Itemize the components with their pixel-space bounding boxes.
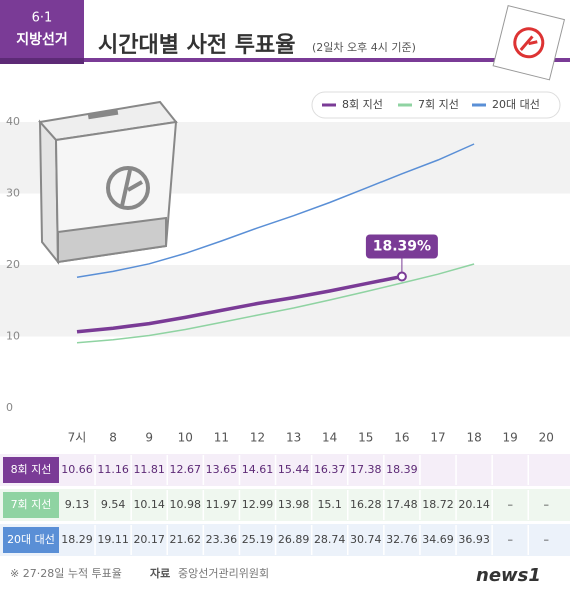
x-tick-label: 7시: [68, 431, 87, 445]
x-tick-label: 14: [322, 431, 337, 445]
table-cell: 9.54: [101, 498, 126, 511]
x-tick-label: 10: [178, 431, 193, 445]
source: 중앙선거관리위원회: [178, 567, 269, 580]
x-tick-label: 17: [430, 431, 445, 445]
badge-bottom: 지방선거: [16, 31, 68, 48]
legend-label: 7회 지선: [418, 98, 459, 111]
x-tick-label: 9: [145, 431, 153, 445]
table-cell: 17.38: [350, 463, 382, 476]
legend-label: 8회 지선: [342, 98, 383, 111]
table-cell: 17.48: [386, 498, 418, 511]
table-cell: 11.16: [97, 463, 129, 476]
x-tick-label: 15: [358, 431, 373, 445]
x-tick-label: 18: [466, 431, 481, 445]
table-cell: 13.65: [206, 463, 238, 476]
table-cell: 11.81: [133, 463, 165, 476]
table-cell: 28.74: [314, 533, 346, 546]
table-cell: –: [507, 498, 513, 511]
table-cell: 13.98: [278, 498, 310, 511]
table-cell: 19.11: [97, 533, 129, 546]
y-tick-label: 30: [6, 187, 20, 200]
table-cell: 14.61: [242, 463, 274, 476]
row-label-bg: [3, 492, 59, 518]
table-cell: 20.14: [458, 498, 490, 511]
row-label-bg: [3, 527, 59, 553]
badge-top: 6·1: [32, 11, 53, 26]
line: [76, 143, 475, 278]
table-cell: 10.14: [133, 498, 165, 511]
y-tick-label: 10: [6, 330, 20, 343]
table-cell: 10.66: [61, 463, 93, 476]
table-cell: 15.1: [317, 498, 342, 511]
table-cell: 26.89: [278, 533, 310, 546]
y-tick-label: 0: [6, 401, 13, 414]
table-cell: 18.29: [61, 533, 93, 546]
note: ※ 27·28일 누적 투표율: [10, 566, 122, 580]
table-cell: 21.62: [170, 533, 202, 546]
row-label-bg: [3, 457, 59, 483]
x-tick-label: 20: [539, 431, 554, 445]
table-cell: 20.17: [133, 533, 165, 546]
row-label: 7회 지선: [11, 498, 52, 511]
y-tick-label: 20: [6, 258, 20, 271]
x-tick-label: 8: [109, 431, 117, 445]
annotation-marker: [396, 271, 407, 282]
row-label: 20대 대선: [7, 533, 55, 546]
table-cell: 12.67: [170, 463, 202, 476]
line: [76, 274, 403, 334]
logo: news1: [476, 565, 541, 586]
x-tick-label: 12: [250, 431, 265, 445]
legend-box: [311, 91, 561, 119]
table-cell: 18.72: [422, 498, 454, 511]
ballot-paper: [492, 5, 566, 81]
x-tick-label: 13: [286, 431, 301, 445]
table-cell: 16.28: [350, 498, 382, 511]
badge-shadow: [0, 58, 84, 64]
legend-label: 20대 대선: [492, 98, 540, 111]
row-label: 8회 지선: [11, 463, 52, 476]
table-cell: 32.76: [386, 533, 418, 546]
table-cell: 11.97: [206, 498, 238, 511]
ballot-box: [38, 100, 178, 265]
x-tick-label: 11: [214, 431, 229, 445]
header: [0, 0, 570, 84]
table-cell: 23.36: [206, 533, 238, 546]
y-tick-label: 40: [6, 115, 20, 128]
badge: [0, 0, 84, 58]
table-cell: 12.99: [242, 498, 274, 511]
table-cell: 10.98: [170, 498, 202, 511]
table-cell: 30.74: [350, 533, 382, 546]
table-cell: 9.13: [65, 498, 90, 511]
annotation-box: [365, 234, 438, 259]
table-cell: 25.19: [242, 533, 274, 546]
table-cell: –: [544, 498, 550, 511]
chart-subtitle: (2일차 오후 4시 기준): [312, 40, 416, 54]
line: [76, 263, 475, 344]
table-cell: –: [544, 533, 550, 546]
annotation-label: 18.39%: [373, 239, 431, 255]
table-cell: 15.44: [278, 463, 310, 476]
table-cell: –: [507, 533, 513, 546]
table-cell: 18.39: [386, 463, 418, 476]
x-tick-label: 19: [503, 431, 518, 445]
header-rule: [84, 58, 570, 62]
source-label: 자료: [150, 566, 170, 580]
x-tick-label: 16: [394, 431, 409, 445]
chart-title: 시간대별 사전 투표율: [98, 33, 295, 58]
table-cell: 36.93: [458, 533, 490, 546]
table-cell: 34.69: [422, 533, 454, 546]
table-cell: 16.37: [314, 463, 346, 476]
